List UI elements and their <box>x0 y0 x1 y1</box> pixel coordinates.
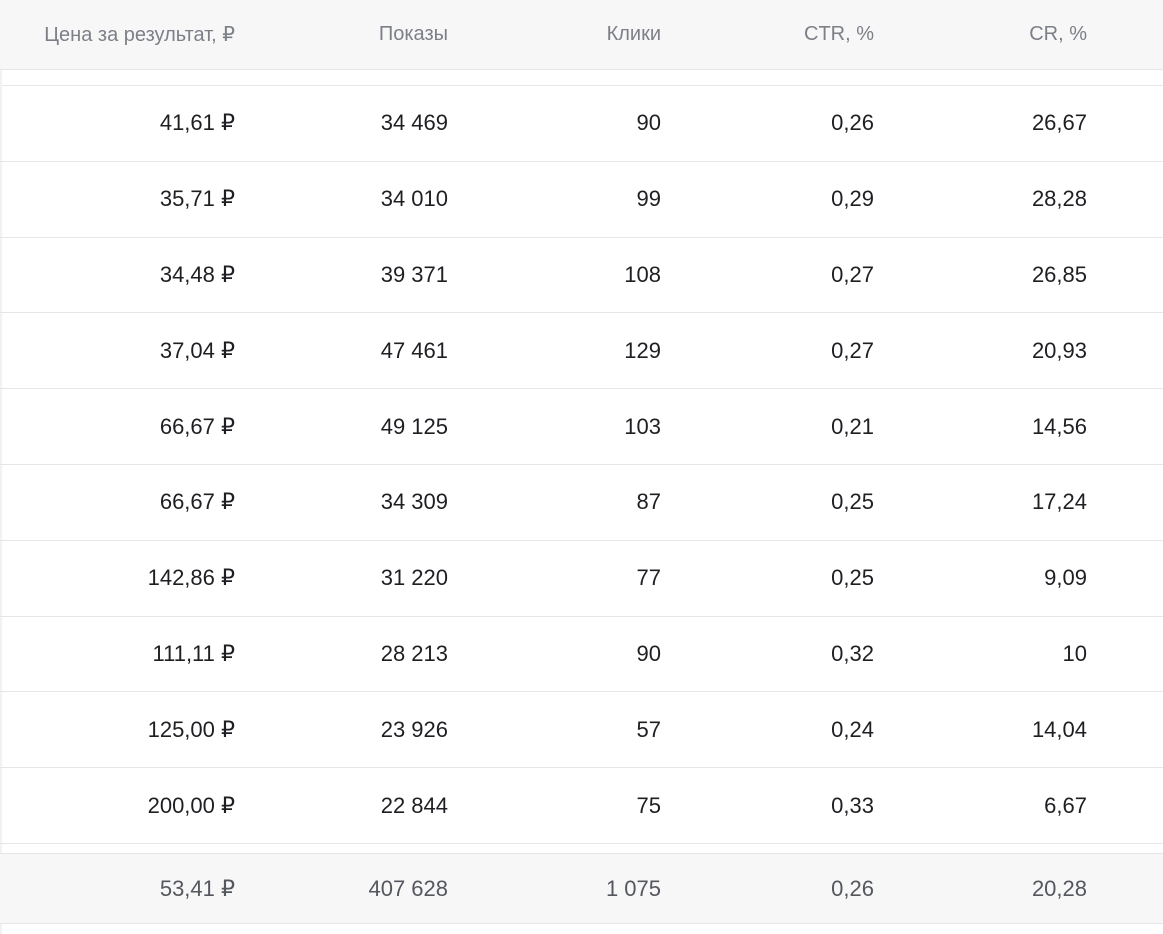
impressions-cell: 31 220 <box>380 565 448 591</box>
impressions-cell: 49 125 <box>380 413 448 439</box>
cost-cell: 41,61 ₽ <box>159 110 235 136</box>
impressions-cell: 47 461 <box>380 337 448 363</box>
impressions-cell: 34 010 <box>380 186 448 212</box>
impressions-cell: 22 844 <box>380 792 448 818</box>
cost-cell: 66,67 ₽ <box>159 489 235 515</box>
clicks-cell: 103 <box>624 413 661 439</box>
table-row: 34,48 ₽ 39 371 108 0,27 26,85 <box>0 238 1163 314</box>
ctr-cell: 0,25 <box>831 565 874 591</box>
clicks-cell: 77 <box>636 565 661 591</box>
column-header-clicks[interactable]: Клики <box>606 23 661 45</box>
column-header-cost-per-result[interactable]: Цена за результат, ₽ <box>44 24 235 46</box>
cost-cell: 35,71 ₽ <box>159 186 235 212</box>
table-row: 41,61 ₽ 34 469 90 0,26 26,67 <box>0 86 1163 162</box>
clicks-cell: 90 <box>636 640 661 666</box>
cr-cell: 6,67 <box>1044 792 1087 818</box>
cost-cell: 111,11 ₽ <box>152 640 236 666</box>
ctr-cell: 0,27 <box>831 337 874 363</box>
table-row: 200,00 ₽ 22 844 75 0,33 6,67 <box>0 768 1163 844</box>
impressions-cell: 39 371 <box>380 261 448 287</box>
header-divider <box>0 85 1163 86</box>
clicks-cell: 87 <box>636 489 661 515</box>
table-row: 111,11 ₽ 28 213 90 0,32 10 <box>0 617 1163 693</box>
table-left-edge <box>0 70 2 934</box>
impressions-cell: 28 213 <box>380 640 448 666</box>
footer-divider <box>0 853 1163 854</box>
cr-cell: 20,93 <box>1031 337 1087 363</box>
ctr-cell: 0,33 <box>831 792 874 818</box>
cr-cell: 10 <box>1062 640 1087 666</box>
ctr-cell: 0,21 <box>831 413 874 439</box>
table-header: Цена за результат, ₽ Показы Клики CTR, %… <box>0 0 1163 70</box>
total-cost-cell: 53,41 ₽ <box>159 875 235 901</box>
cr-cell: 26,67 <box>1031 110 1087 136</box>
cr-cell: 26,85 <box>1031 261 1087 287</box>
ctr-cell: 0,29 <box>831 186 874 212</box>
column-header-impressions[interactable]: Показы <box>378 23 448 45</box>
column-header-cr[interactable]: CR, % <box>1029 23 1087 45</box>
table-row: 37,04 ₽ 47 461 129 0,27 20,93 <box>0 313 1163 390</box>
cost-cell: 125,00 ₽ <box>147 716 235 742</box>
table-row: 66,67 ₽ 49 125 103 0,21 14,56 <box>0 389 1163 465</box>
ctr-cell: 0,32 <box>831 640 874 666</box>
total-cr-cell: 20,28 <box>1031 875 1087 901</box>
clicks-cell: 75 <box>636 792 661 818</box>
table-row: 125,00 ₽ 23 926 57 0,24 14,04 <box>0 692 1163 769</box>
clicks-cell: 129 <box>624 337 661 363</box>
ctr-cell: 0,26 <box>831 110 874 136</box>
cost-cell: 142,86 ₽ <box>147 565 235 591</box>
cr-cell: 17,24 <box>1031 489 1087 515</box>
table-row: 35,71 ₽ 34 010 99 0,29 28,28 <box>0 162 1163 238</box>
table-body: 41,61 ₽ 34 469 90 0,26 26,67 35,71 ₽ 34 … <box>0 86 1163 844</box>
ctr-cell: 0,24 <box>831 716 874 742</box>
column-header-ctr[interactable]: CTR, % <box>804 23 874 45</box>
total-clicks-cell: 1 075 <box>605 875 661 901</box>
ctr-cell: 0,27 <box>831 261 874 287</box>
clicks-cell: 108 <box>624 261 661 287</box>
cr-cell: 28,28 <box>1031 186 1087 212</box>
cost-cell: 66,67 ₽ <box>159 413 235 439</box>
clicks-cell: 99 <box>636 186 661 212</box>
cost-cell: 34,48 ₽ <box>159 261 235 287</box>
total-impressions-cell: 407 628 <box>368 875 448 901</box>
table-row: 66,67 ₽ 34 309 87 0,25 17,24 <box>0 465 1163 541</box>
impressions-cell: 34 309 <box>380 489 448 515</box>
cr-cell: 9,09 <box>1044 565 1087 591</box>
clicks-cell: 90 <box>636 110 661 136</box>
cost-cell: 200,00 ₽ <box>147 792 235 818</box>
ctr-cell: 0,25 <box>831 489 874 515</box>
cost-cell: 37,04 ₽ <box>159 337 235 363</box>
total-ctr-cell: 0,26 <box>831 875 874 901</box>
impressions-cell: 34 469 <box>380 110 448 136</box>
table-row: 142,86 ₽ 31 220 77 0,25 9,09 <box>0 541 1163 617</box>
cr-cell: 14,04 <box>1031 716 1087 742</box>
clicks-cell: 57 <box>636 716 661 742</box>
impressions-cell: 23 926 <box>380 716 448 742</box>
table-totals-row: 53,41 ₽ 407 628 1 075 0,26 20,28 <box>0 854 1163 924</box>
cr-cell: 14,56 <box>1031 413 1087 439</box>
